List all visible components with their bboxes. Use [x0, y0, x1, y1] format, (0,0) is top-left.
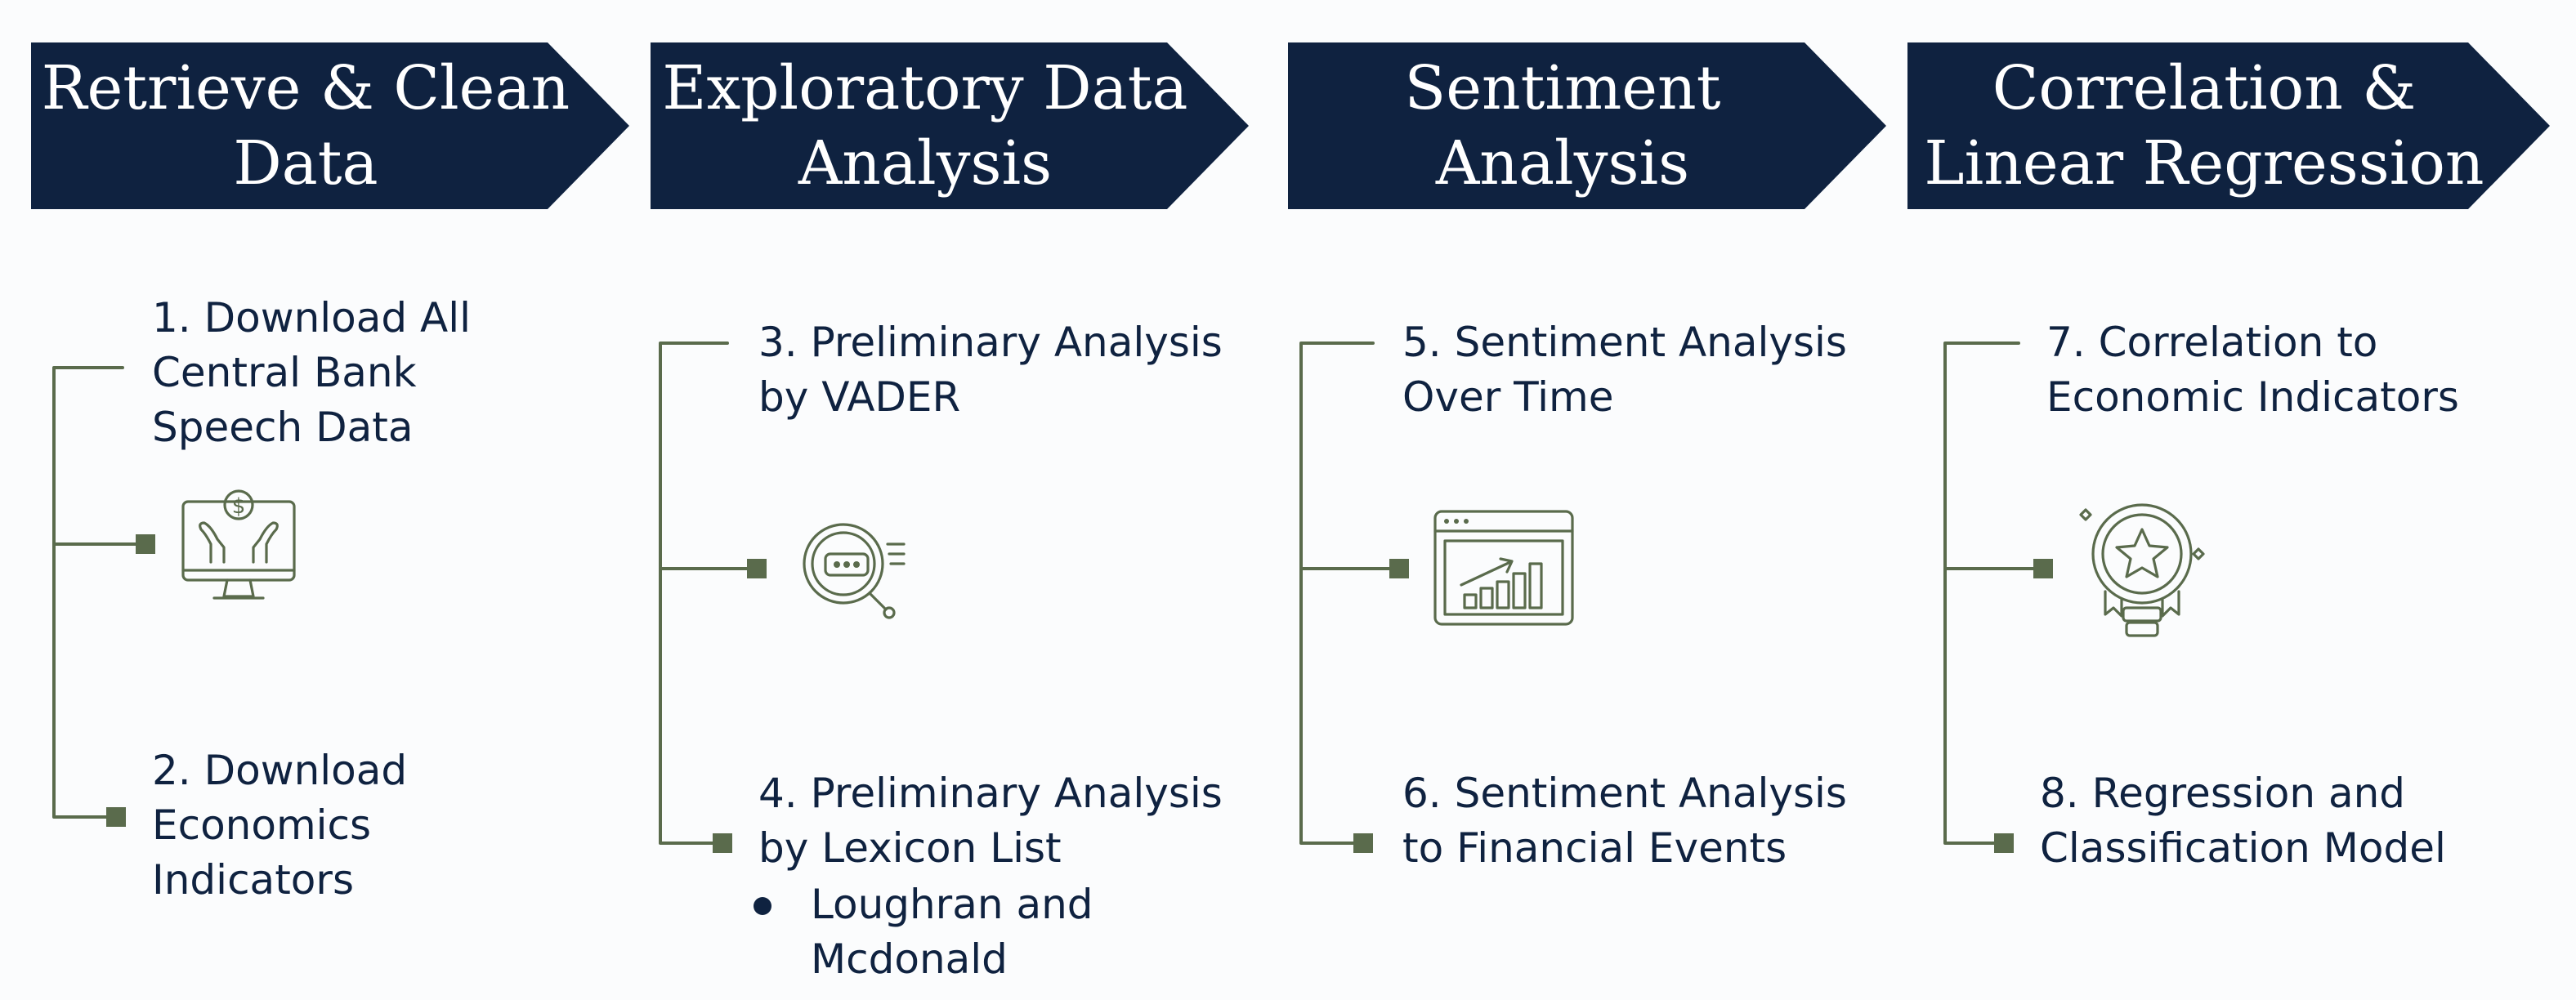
stage-header-3: Sentiment Analysis: [1288, 42, 1886, 209]
stage-header-1: Retrieve & Clean Data: [31, 42, 629, 209]
step-1-text: 1. Download All Central Bank Speech Data: [152, 294, 472, 451]
connector-node: [106, 807, 126, 827]
connector-stage-1: [52, 366, 155, 827]
connector-node: [713, 833, 732, 853]
bullet-dot: [754, 897, 771, 915]
step-6-text: 6. Sentiment Analysis to Financial Event…: [1402, 770, 1847, 872]
connector-stage-2: [659, 342, 767, 853]
step-3-text: 3. Preliminary Analysis by VADER: [758, 319, 1223, 421]
stage-title: Retrieve & Clean Data: [41, 53, 570, 199]
stage-title: Correlation & Linear Regression: [1924, 53, 2484, 199]
stage-header-4: Correlation & Linear Regression: [1907, 42, 2550, 209]
stage-title: Sentiment Analysis: [1404, 53, 1721, 199]
connector-node: [747, 559, 767, 578]
connector-node: [136, 534, 155, 554]
step-4-bullet-text: Loughran and Mcdonald: [811, 881, 1093, 983]
step-7-text: 7. Correlation to Economic Indicators: [2046, 319, 2459, 421]
svg-text:$: $: [232, 494, 246, 519]
step-8-text: 8. Regression and Classification Model: [2040, 770, 2446, 872]
step-2-text: 2. Download Economics Indicators: [152, 747, 408, 904]
connector-node: [1994, 833, 2014, 853]
connector-node: [2033, 559, 2053, 578]
connector-stage-3: [1299, 342, 1409, 853]
magnifier-search-icon: [803, 523, 906, 619]
stage-title: Exploratory Data Analysis: [662, 53, 1188, 199]
step-5-text: 5. Sentiment Analysis Over Time: [1402, 319, 1847, 421]
connector-stage-4: [1943, 342, 2053, 853]
stage-header-2: Exploratory Data Analysis: [651, 42, 1249, 209]
step-4-text: 4. Preliminary Analysis by Lexicon List: [758, 770, 1223, 872]
connector-node: [1389, 559, 1409, 578]
growth-chart-window-icon: [1433, 510, 1574, 626]
connector-node: [1353, 833, 1373, 853]
money-hands-monitor-icon: $: [181, 489, 296, 600]
award-badge-star-icon: [2079, 503, 2205, 637]
